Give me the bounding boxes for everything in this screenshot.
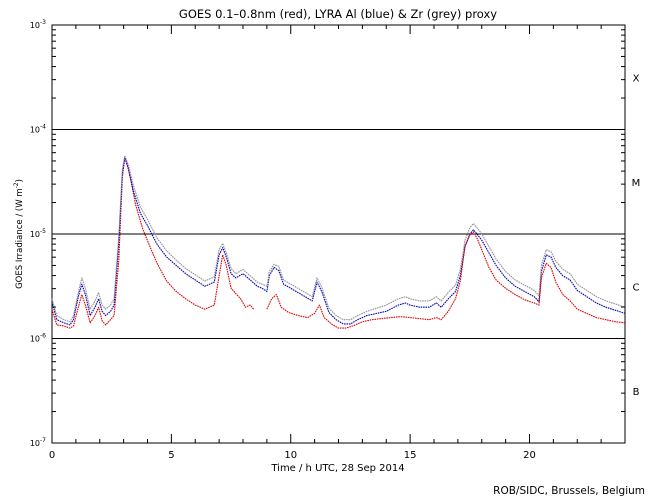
y-axis-label-exponent: -2 — [13, 182, 20, 188]
y-tick-label: 10-6 — [30, 333, 46, 344]
y-tick-label: 10-4 — [30, 124, 46, 135]
y-axis-label-prefix: GOES Irradiance / (W m — [15, 188, 25, 289]
x-tick-label: 0 — [49, 450, 55, 461]
x-axis: 0 5 10 15 20 — [49, 25, 626, 461]
series-line-3 — [51, 155, 626, 323]
flare-class-labels: X M C B — [632, 73, 641, 398]
flare-class-lines — [52, 129, 625, 339]
data-series — [51, 155, 626, 329]
series-line-1 — [51, 158, 255, 329]
flare-class-label: M — [632, 178, 641, 189]
credit-text: ROB/SIDC, Brussels, Belgium — [493, 485, 645, 497]
y-tick-label: 10-7 — [30, 437, 46, 448]
x-tick-label: 15 — [404, 450, 417, 461]
y-tick-label: 10-3 — [30, 19, 46, 30]
flare-class-label: C — [633, 282, 640, 293]
flare-class-label: X — [633, 73, 640, 84]
series-line-2 — [51, 157, 626, 326]
y-axis: 10-3 10-4 10-5 10-6 10-7 — [30, 19, 625, 448]
series-line-4 — [266, 231, 626, 329]
chart-title: GOES 0.1–0.8nm (red), LYRA Al (blue) & Z… — [179, 7, 497, 21]
x-tick-label: 5 — [168, 450, 174, 461]
x-tick-label: 10 — [284, 450, 297, 461]
x-tick-label: 20 — [523, 450, 536, 461]
x-axis-label: Time / h UTC, 28 Sep 2014 — [270, 463, 404, 474]
y-axis-label-suffix: ) — [15, 179, 25, 182]
y-tick-label: 10-5 — [30, 228, 46, 239]
flare-class-label: B — [633, 387, 640, 398]
y-axis-label: GOES Irradiance / (W m-2) — [13, 179, 25, 289]
